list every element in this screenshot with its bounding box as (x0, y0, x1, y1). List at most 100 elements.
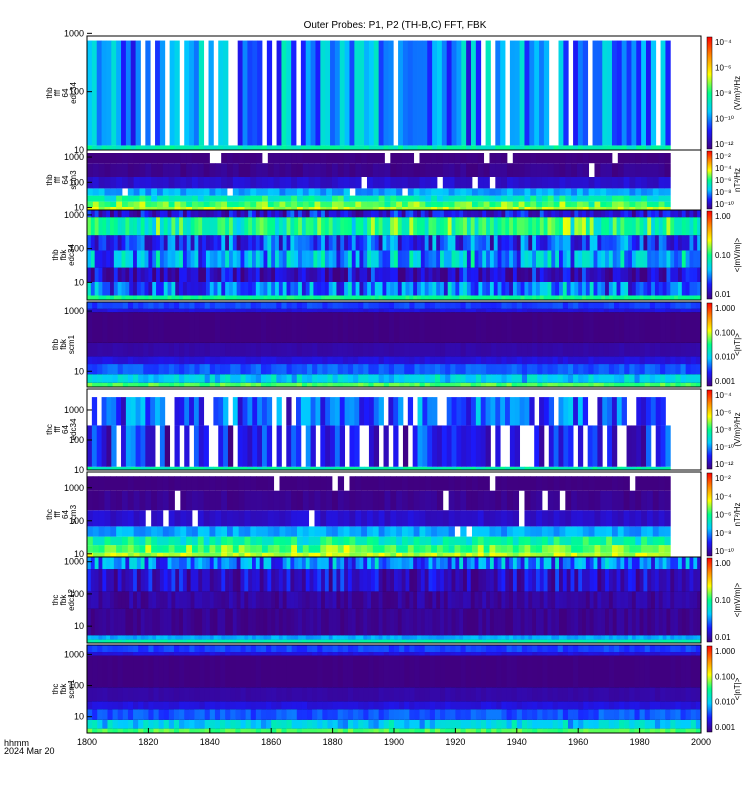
spectrogram-cell (548, 425, 555, 467)
spectrogram-cell (94, 569, 99, 592)
spectrogram-cell (130, 397, 137, 426)
spectrogram-cell (122, 342, 129, 357)
spectrogram-cell (644, 302, 651, 309)
spectrogram-cell (363, 312, 369, 343)
spectrogram-cell (358, 308, 364, 313)
spectrogram-cell (355, 195, 362, 202)
spectrogram-cell (372, 545, 380, 553)
spectrogram-cell (296, 356, 303, 365)
spectrogram-cell (220, 302, 226, 309)
spectrogram-cell (562, 557, 568, 570)
spectrogram-cell (535, 591, 541, 609)
spectrogram-cell (620, 235, 625, 251)
spectrogram-cell (209, 250, 215, 268)
spectrogram-cell (214, 374, 221, 383)
spectrogram-cell (470, 282, 475, 296)
spectrogram-cell (635, 201, 642, 207)
spectrogram-cell (593, 217, 598, 236)
spectrogram-cell (218, 425, 224, 467)
spectrogram-cell (332, 210, 337, 218)
spectrogram-cell (198, 591, 203, 609)
spectrogram-cell (152, 282, 157, 296)
spectrogram-cell (240, 210, 245, 218)
spectrogram-cell (459, 569, 464, 592)
spectrogram-cell (193, 425, 200, 467)
spectrogram-cell (390, 207, 397, 210)
spectrogram-cell (226, 510, 234, 527)
spectrogram-cell (271, 308, 277, 313)
spectrogram-cell (419, 490, 426, 511)
spectrogram-cell (541, 545, 549, 553)
spectrogram-cell (413, 267, 418, 282)
spectrogram-cell (125, 639, 130, 643)
spectrogram-cell (285, 195, 292, 202)
spectrogram-cell (388, 302, 395, 309)
spectrogram-cell (312, 342, 318, 357)
spectrogram-cell (110, 195, 117, 202)
spectrogram-cell (432, 210, 437, 218)
spectrogram-cell (291, 490, 298, 511)
spectrogram-cell (448, 177, 455, 189)
spectrogram-cell (98, 235, 103, 251)
spectrogram-cell (420, 210, 426, 218)
spectrogram-cell (588, 552, 595, 557)
spectrogram-cell (555, 608, 560, 636)
spectrogram-cell (501, 552, 508, 557)
spectrogram-cell (397, 250, 403, 268)
spectrogram-cell (310, 466, 316, 470)
spectrogram-cell (186, 635, 192, 640)
spectrogram-cell (539, 466, 545, 470)
spectrogram-cell (230, 356, 236, 365)
spectrogram-cell (221, 635, 226, 640)
spectrogram-cell (122, 476, 129, 491)
spectrogram-cell (547, 207, 555, 210)
spectrogram-cell (112, 342, 119, 357)
spectrogram-cell (654, 210, 660, 218)
spectrogram-cell (664, 526, 671, 537)
spectrogram-cell (552, 342, 559, 357)
spectrogram-cell (460, 490, 467, 511)
spectrogram-cell (328, 250, 333, 268)
spectrogram-cell (674, 295, 679, 300)
spectrogram-cell (106, 235, 111, 251)
spectrogram-cell (286, 40, 292, 146)
spectrogram-cell (314, 552, 321, 557)
y-tick-label: 1000 (64, 152, 84, 162)
spectrogram-cell (551, 635, 556, 640)
spectrogram-cell (635, 235, 640, 251)
spectrogram-cell (321, 250, 326, 268)
spectrogram-cell (248, 608, 253, 636)
spectrogram-cell (102, 282, 107, 296)
spectrogram-cell (347, 639, 353, 643)
spectrogram-cell (474, 295, 479, 300)
spectrogram-cell (98, 195, 105, 202)
spectrogram-cell (597, 639, 602, 643)
spectrogram-cell (607, 466, 613, 470)
spectrogram-cell (506, 163, 514, 177)
spectrogram-cell (151, 207, 158, 210)
spectrogram-cell (116, 490, 123, 511)
spectrogram-cell (271, 295, 276, 300)
y-tick-label: 100 (69, 177, 84, 187)
spectrogram-cell (104, 188, 111, 196)
spectrogram-cell (332, 217, 337, 236)
spectrogram-cell (174, 397, 180, 426)
spectrogram-cell (465, 356, 472, 365)
spectrogram-cell (643, 591, 648, 609)
spectrogram-cell (296, 382, 303, 387)
spectrogram-cell (351, 591, 357, 609)
spectrogram-cell (301, 364, 308, 375)
spectrogram-cell (617, 188, 625, 196)
spectrogram-cell (122, 153, 129, 164)
spectrogram-cell (475, 342, 482, 357)
spectrogram-cell (133, 250, 138, 268)
spectrogram-cell (197, 163, 205, 177)
spectrogram-cell (228, 282, 234, 296)
spectrogram-cell (96, 145, 102, 150)
spectrogram-cell (629, 382, 635, 387)
spectrogram-cell (324, 591, 330, 609)
spectrogram-cell (465, 308, 472, 313)
spectrogram-cell (186, 639, 192, 643)
spectrogram-cell (539, 295, 545, 300)
spectrogram-cell (390, 569, 395, 592)
